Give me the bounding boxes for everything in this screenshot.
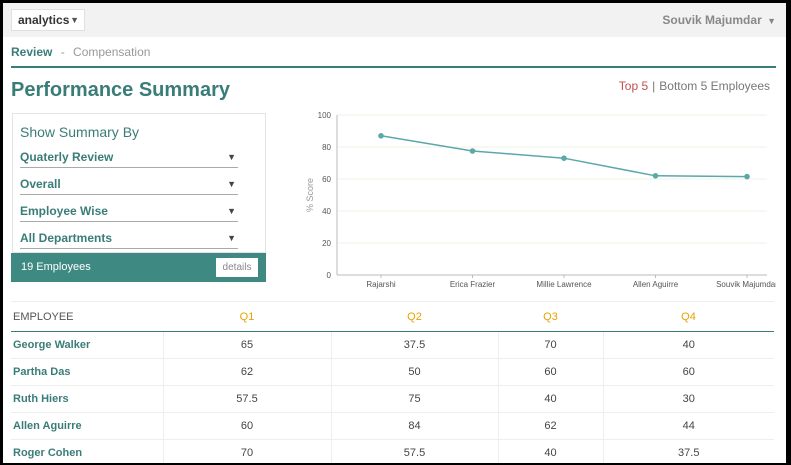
q3-score: 60 [497,358,603,386]
employee-name[interactable]: George Walker [11,331,163,359]
q1-score: 57.5 [162,385,331,413]
q1-score: 65 [162,331,331,359]
details-button[interactable]: details [216,258,258,277]
column-header-q2[interactable]: Q2 [331,301,498,332]
employee-name[interactable]: Allen Aguirre [11,412,163,440]
q2-score: 50 [330,358,498,386]
header-divider [11,66,776,68]
q2-score: 84 [330,412,498,440]
chevron-down-icon: ▼ [227,206,236,216]
chevron-down-icon: ▼ [227,179,236,189]
employee-name[interactable]: Ruth Hiers [11,385,163,413]
x-tick-label: Erica Frazier [450,280,496,289]
table-row[interactable]: Allen Aguirre 60 84 62 44 [11,412,774,440]
score-type-value: Overall [20,177,61,191]
employee-scores-table: EMPLOYEE Q1 Q2 Q3 Q4 George Walker 65 37… [11,301,774,463]
top-bar: analytics ▼ Souvik Majumdar ▼ [3,3,786,37]
grouping-select[interactable]: Employee Wise ▼ [20,202,238,222]
column-header-employee[interactable]: EMPLOYEE [11,301,163,332]
toggle-divider: | [652,79,656,93]
table-header-row: EMPLOYEE Q1 Q2 Q3 Q4 [11,301,774,332]
user-menu[interactable]: Souvik Majumdar ▼ [662,13,776,27]
employee-count: 19 Employees [21,261,91,273]
chevron-down-icon: ▼ [70,15,79,25]
x-tick-label: Allen Aguirre [633,280,679,289]
q1-score: 62 [162,358,331,386]
column-header-q3[interactable]: Q3 [498,301,603,332]
y-tick-label: 20 [322,239,331,248]
q4-score: 44 [602,412,774,440]
q4-score: 30 [602,385,774,413]
y-axis-label: % Score [305,178,315,212]
x-tick-label: Millie Lawrence [536,280,592,289]
top-bottom-toggle: Top 5 | Bottom 5 Employees [619,79,770,93]
employee-name[interactable]: Roger Cohen [11,439,163,463]
q1-score: 70 [162,439,331,463]
q3-score: 40 [497,439,603,463]
breadcrumb: Review - Compensation [11,45,150,59]
grouping-value: Employee Wise [20,204,108,218]
app-frame: analytics ▼ Souvik Majumdar ▼ Review - C… [3,3,786,463]
q2-score: 57.5 [330,439,498,463]
user-name: Souvik Majumdar [662,13,762,27]
data-point [561,155,567,161]
q2-score: 75 [330,385,498,413]
q1-score: 60 [162,412,331,440]
employees-bar: 19 Employees details [11,253,266,282]
q2-score: 37.5 [330,331,498,359]
breadcrumb-compensation[interactable]: Compensation [73,45,151,59]
breadcrumb-review[interactable]: Review [11,45,53,59]
table-row[interactable]: Partha Das 62 50 60 60 [11,358,774,386]
x-tick-label: Rajarshi [366,280,396,289]
x-tick-label: Souvik Majumdar [716,280,776,289]
y-tick-label: 40 [322,207,331,216]
table-row[interactable]: George Walker 65 37.5 70 40 [11,331,774,359]
score-type-select[interactable]: Overall ▼ [20,175,238,195]
table-row[interactable]: Ruth Hiers 57.5 75 40 30 [11,385,774,413]
score-line-chart: 0 20 40 60 80 100 % Score Rajarshi Erica Frazier… [305,111,776,289]
department-select[interactable]: All Departments ▼ [20,229,238,249]
data-point [469,148,476,154]
breadcrumb-separator: - [60,45,65,59]
chevron-down-icon: ▼ [767,16,776,26]
y-tick-label: 0 [327,271,332,280]
q4-score: 60 [602,358,774,386]
q3-score: 40 [497,385,603,413]
y-tick-label: 100 [318,111,332,120]
q4-score: 40 [602,331,774,359]
table-row[interactable]: Roger Cohen 70 57.5 40 37.5 [11,439,774,463]
review-period-value: Quaterly Review [20,150,114,164]
summary-panel: Show Summary By Quaterly Review ▼ Overal… [12,113,266,253]
summary-panel-title: Show Summary By [20,124,140,140]
y-tick-label: 60 [322,175,331,184]
q3-score: 62 [497,412,603,440]
q3-score: 70 [497,331,603,359]
employee-name[interactable]: Partha Das [11,358,163,386]
column-header-q4[interactable]: Q4 [603,301,774,332]
column-header-q1[interactable]: Q1 [163,301,331,332]
data-point [378,133,384,139]
department-value: All Departments [20,231,113,245]
data-point [744,173,750,180]
app-selector[interactable]: analytics ▼ [11,9,85,31]
chevron-down-icon: ▼ [227,233,236,243]
data-point [652,173,659,179]
review-period-select[interactable]: Quaterly Review ▼ [20,148,238,168]
y-tick-label: 80 [322,143,331,152]
page-title: Performance Summary [11,79,230,101]
app-selector-label: analytics [18,13,70,27]
chevron-down-icon: ▼ [227,152,236,162]
top-5-link[interactable]: Top 5 [618,79,649,93]
q4-score: 37.5 [602,439,774,463]
bottom-5-link[interactable]: Bottom 5 Employees [659,79,770,93]
